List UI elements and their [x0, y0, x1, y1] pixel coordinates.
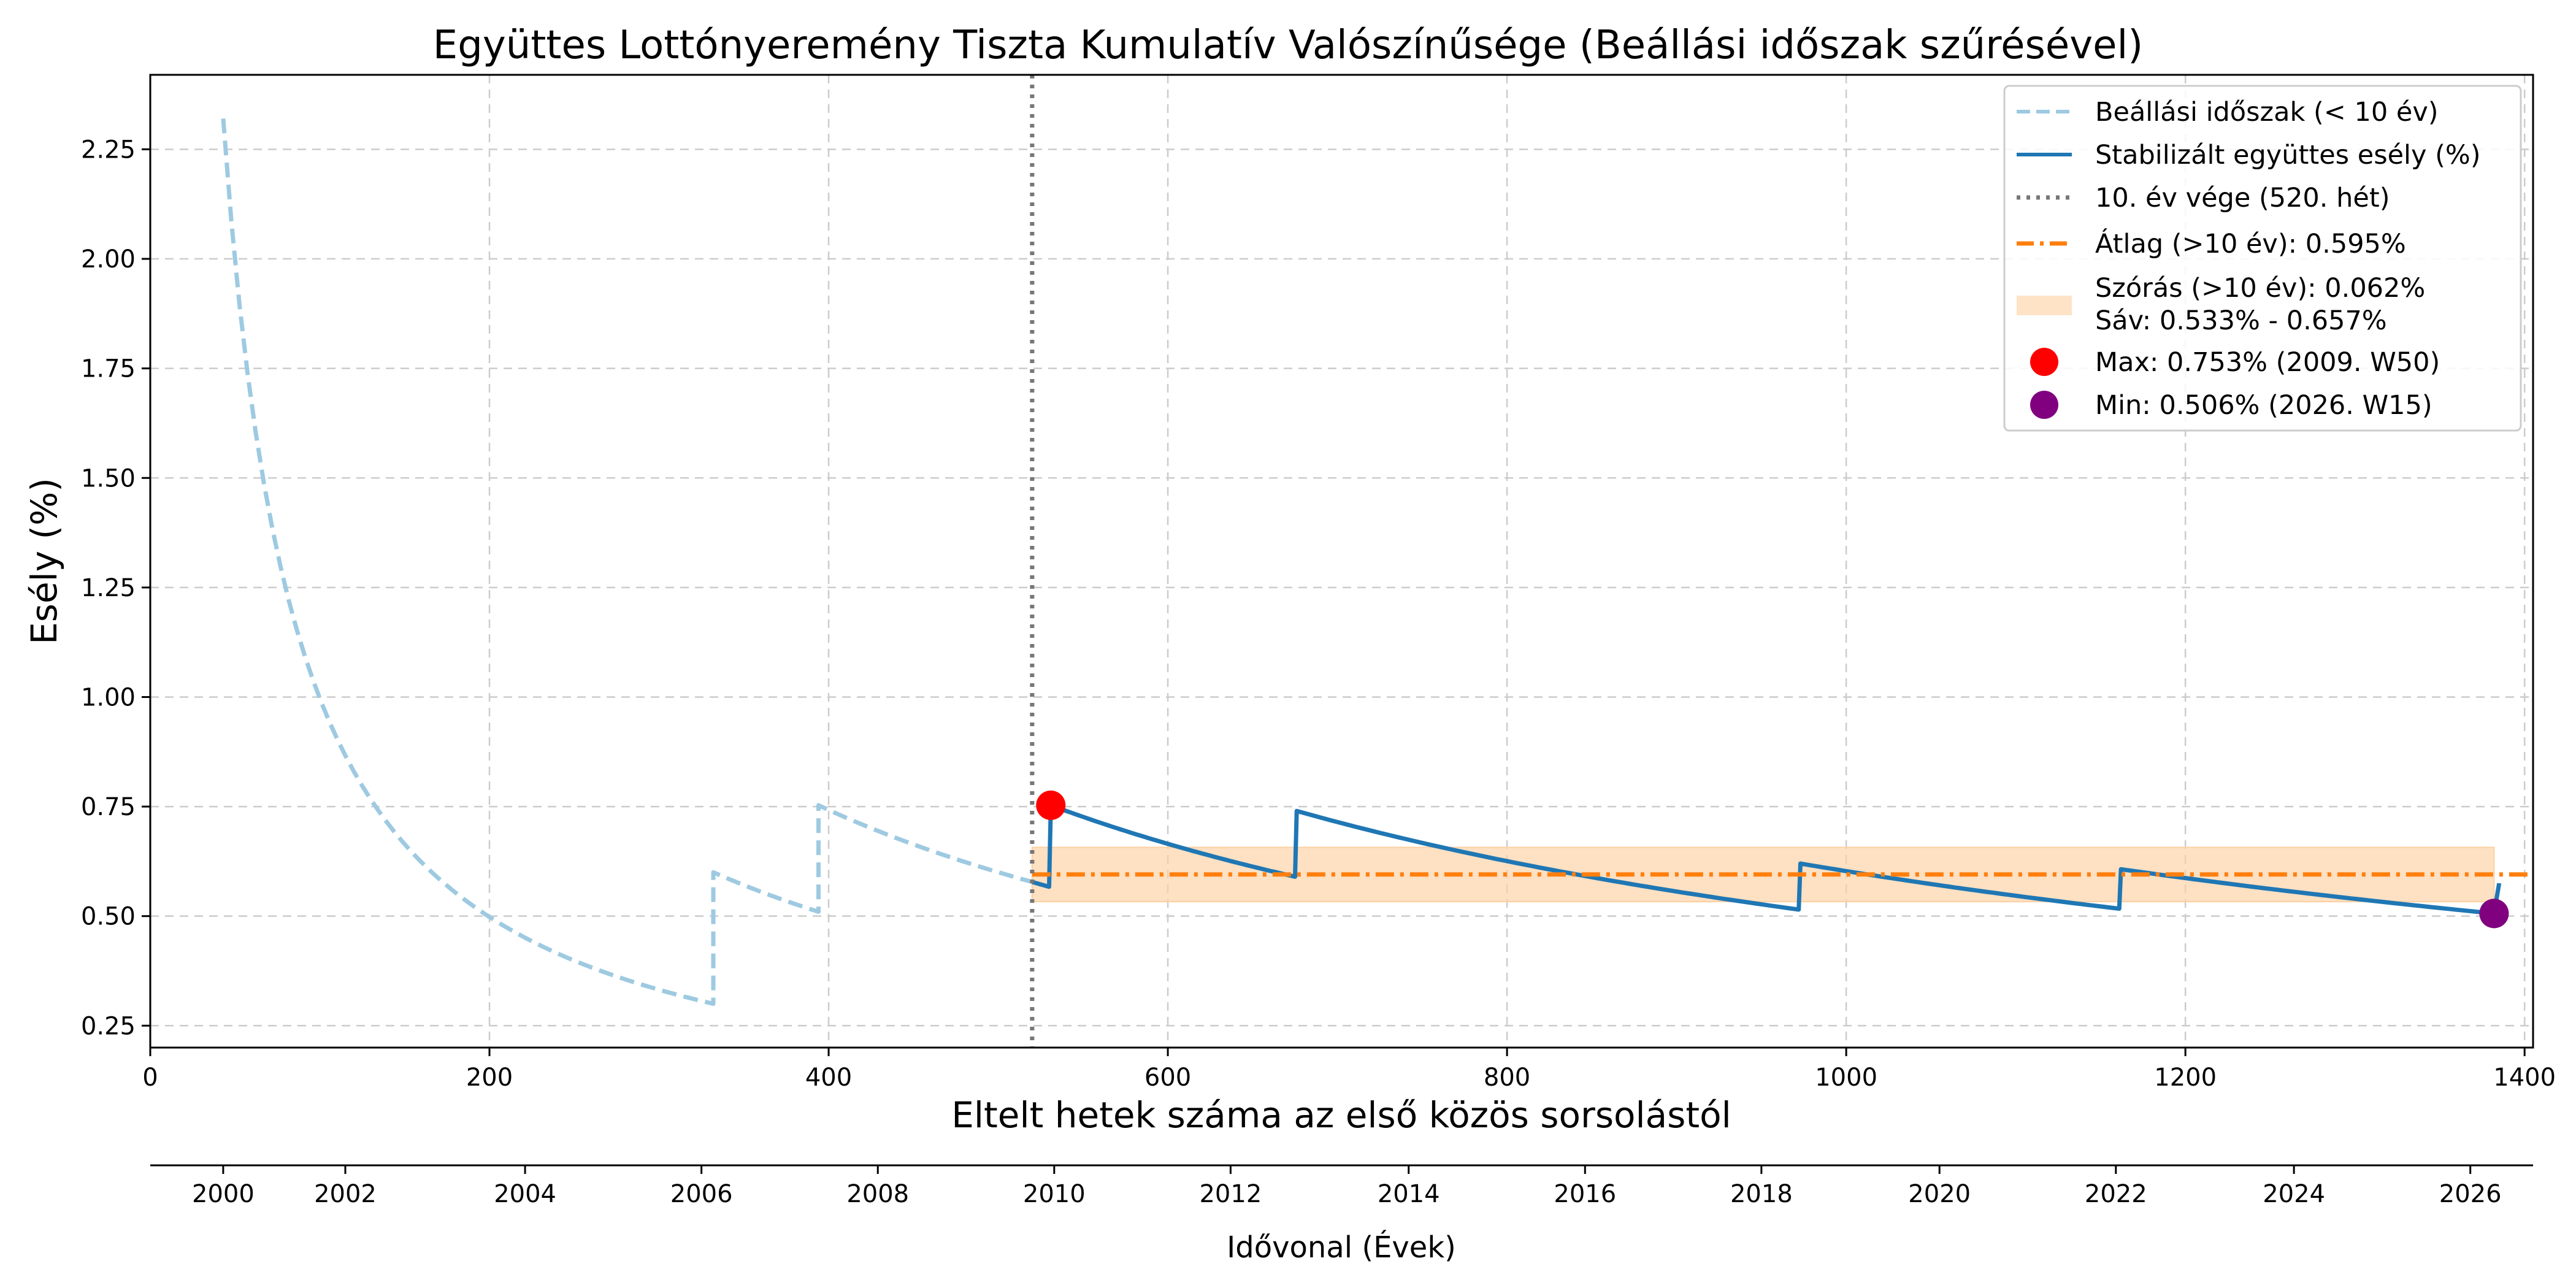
min-point: [2479, 899, 2509, 929]
legend-vline-label: 10. év vége (520. hét): [2095, 183, 2390, 213]
legend-band-label-line2: Sáv: 0.533% - 0.657%: [2095, 305, 2387, 336]
x-tick-label: 1200: [2154, 1064, 2217, 1092]
max-point: [1036, 790, 1066, 820]
year-axis-label: Idővonal (Évek): [1227, 1230, 1456, 1265]
year-tick-label: 2020: [1908, 1180, 1971, 1208]
x-tick-label: 1000: [1815, 1064, 1877, 1092]
year-tick-label: 2008: [846, 1180, 909, 1208]
y-tick-label: 0.75: [81, 793, 136, 821]
marker-layer: [1036, 790, 2509, 929]
legend-band-label-line1: Szórás (>10 év): 0.062%: [2095, 273, 2425, 304]
year-tick-label: 2010: [1023, 1180, 1086, 1208]
legend-mean-label: Átlag (>10 év): 0.595%: [2095, 228, 2406, 259]
chart-title: Együttes Lottónyeremény Tiszta Kumulatív…: [433, 23, 2143, 68]
x-axis-label: Eltelt hetek száma az első közös sorsolá…: [951, 1094, 1731, 1136]
year-tick-label: 2012: [1199, 1180, 1262, 1208]
legend-max-swatch: [2030, 348, 2058, 376]
plot-frame: [149, 74, 2534, 1049]
year-axis-ticks: 2000 2002 2004 2006 2008 2010 2012 2014 2016 2018…: [192, 1165, 2502, 1208]
x-tick-label: 400: [805, 1064, 852, 1092]
year-tick-label: 2014: [1378, 1180, 1440, 1208]
y-axis-label: Esély (%): [23, 478, 65, 645]
settling-series-line: [221, 118, 1033, 1006]
x-tick-label: 600: [1144, 1064, 1191, 1092]
year-tick-label: 2000: [192, 1180, 255, 1208]
year-tick-label: 2016: [1554, 1180, 1616, 1208]
y-tick-label: 1.50: [81, 464, 136, 493]
y-tick-label: 1.00: [81, 683, 136, 711]
y-tick-label: 2.25: [81, 136, 136, 164]
year-tick-label: 2018: [1730, 1180, 1793, 1208]
legend-band-swatch: [2017, 296, 2072, 315]
year-tick-label: 2002: [314, 1180, 377, 1208]
y-tick-label: 0.25: [81, 1012, 136, 1040]
legend-min-label: Min: 0.506% (2026. W15): [2095, 390, 2432, 421]
x-tick-label: 800: [1484, 1064, 1530, 1092]
legend-frame: [2003, 85, 2522, 432]
y-tick-label: 2.00: [81, 245, 136, 274]
legend-min-swatch: [2030, 391, 2058, 419]
year-tick-label: 2026: [2439, 1180, 2502, 1208]
year-tick-label: 2024: [2263, 1180, 2325, 1208]
year-tick-label: 2006: [670, 1180, 733, 1208]
year-tick-label: 2022: [2085, 1180, 2147, 1208]
x-axis-ticks: 0 200 400 600 800 1000 1200 1400: [142, 1048, 2556, 1092]
plot-area: [149, 74, 2534, 1049]
x-tick-label: 200: [466, 1064, 513, 1092]
legend-stable-label: Stabilizált együttes esély (%): [2095, 140, 2481, 171]
y-tick-label: 0.50: [81, 903, 136, 931]
y-tick-label: 1.75: [81, 355, 136, 383]
x-tick-label: 0: [142, 1064, 158, 1092]
y-axis-ticks: 0.25 0.50 0.75 1.00 1.25 1.50 1.75 2.00 2.25: [81, 136, 150, 1040]
legend-max-label: Max: 0.753% (2009. W50): [2095, 347, 2440, 378]
legend: Beállási időszak (< 10 év) Stabilizált e…: [2003, 85, 2522, 432]
year-tick-label: 2004: [494, 1180, 556, 1208]
x-tick-label: 1400: [2493, 1064, 2556, 1092]
legend-settling-label: Beállási időszak (< 10 év): [2095, 97, 2439, 128]
y-tick-label: 1.25: [81, 574, 136, 602]
